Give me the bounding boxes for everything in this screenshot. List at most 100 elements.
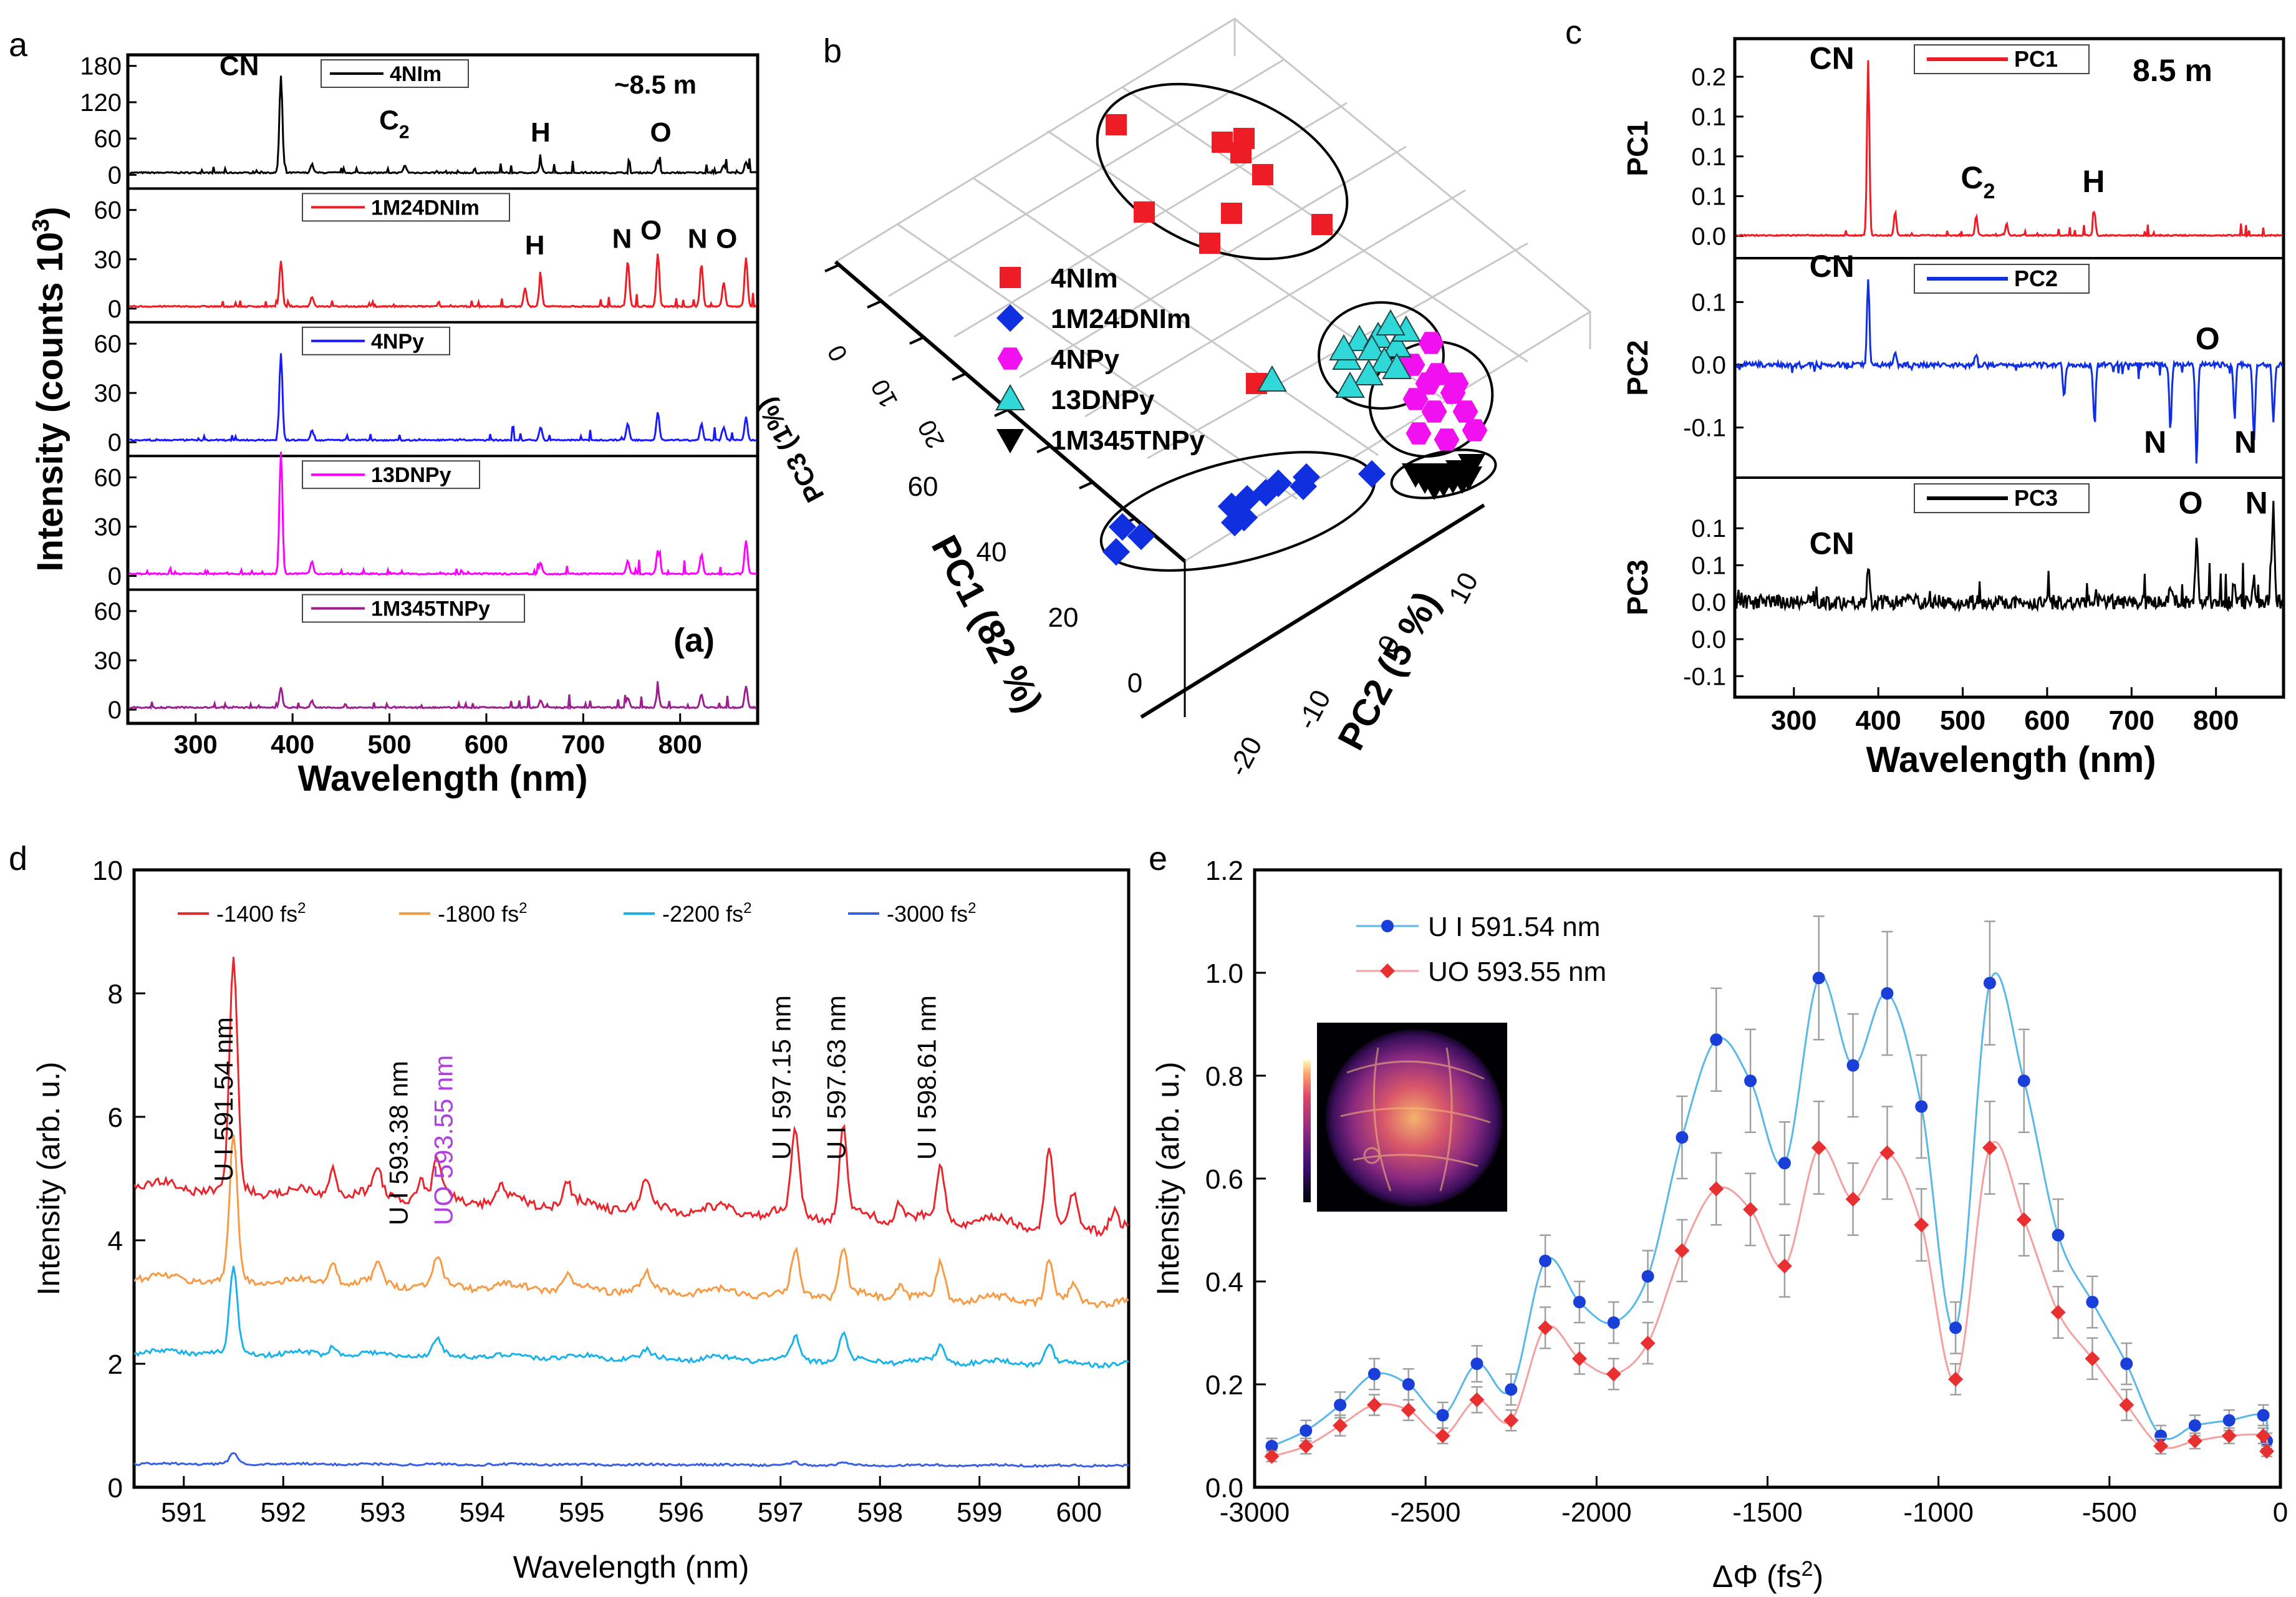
- panel-a-xtick-label: 600: [465, 730, 508, 759]
- panel-a-xtick-label: 800: [658, 730, 702, 759]
- pc1-tick-label: 0: [1127, 668, 1142, 698]
- scatter-point-1M24DNIm: [1230, 503, 1258, 532]
- scatter-point-4NPy: [1406, 422, 1432, 445]
- legend-label: PC2: [2014, 266, 2058, 291]
- panel-a-ytick-label: 120: [80, 89, 122, 117]
- panel-c-xtick-label: 300: [1771, 705, 1816, 736]
- data-point-U I 591.54 nm: [1539, 1255, 1552, 1267]
- data-point-UO 593.55 nm: [2085, 1351, 2100, 1366]
- scatter-point-13DNPy: [1329, 334, 1359, 360]
- pc3-tick-label: 0: [822, 340, 853, 365]
- cluster-ellipse-1m345tnpy: [1390, 448, 1497, 499]
- data-point-U I 591.54 nm: [1402, 1378, 1415, 1391]
- panel-label-d: d: [9, 840, 27, 877]
- scatter-point-4NPy: [1421, 400, 1447, 423]
- panel-e-ytick-label: 0.8: [1205, 1061, 1243, 1092]
- peak-annotation: CN: [1810, 526, 1855, 561]
- panel-a-xtick-label: 700: [561, 730, 605, 759]
- legend-marker-13DNPy: [995, 384, 1025, 410]
- data-point-U I 591.54 nm: [1607, 1316, 1620, 1329]
- panel-a-ytick-label: 0: [108, 563, 122, 591]
- line-annotation: U I 598.61 nm: [912, 995, 942, 1160]
- data-point-UO 593.55 nm: [1401, 1402, 1416, 1418]
- data-point-U I 591.54 nm: [2257, 1409, 2270, 1422]
- scatter-point-13DNPy: [1357, 334, 1387, 360]
- legend-label: 13DNPy: [371, 463, 451, 487]
- pca-box-grid: [834, 17, 1592, 717]
- panel-d-xtick-label: 591: [161, 1497, 206, 1528]
- panel-c-ytick-label: 0.0: [1691, 626, 1726, 654]
- panel-e-xtick-label: -2000: [1561, 1497, 1632, 1528]
- cluster-ellipse-4nim: [1096, 82, 1349, 261]
- panel-c-xtick-label: 700: [2109, 705, 2154, 736]
- panel-c-distance: 8.5 m: [2133, 53, 2212, 88]
- scatter-point-1M24DNIm: [1102, 538, 1131, 566]
- panel-e-intensity-vs-phase: -3000 -2500 -2000 -1500 -1000 -500 0 0.0 0.2 0.4 0…: [1150, 856, 2288, 1594]
- data-point-U I 591.54 nm: [1983, 977, 1996, 990]
- panel-d-xtick-label: 593: [360, 1497, 405, 1528]
- legend-label: -2200 fs2: [662, 900, 751, 927]
- data-point-U I 591.54 nm: [1505, 1383, 1518, 1396]
- panel-d-ytick-label: 10: [92, 856, 123, 886]
- data-point-U I 591.54 nm: [1915, 1100, 1928, 1113]
- scatter-point-1M24DNIm: [1108, 513, 1137, 541]
- peak-annotation: CN: [1810, 249, 1855, 284]
- panel-e-ylabel: Intensity (arb. u.): [1150, 1061, 1185, 1295]
- loading-PC2: [1736, 279, 2284, 464]
- scatter-point-13DNPy: [1354, 359, 1384, 385]
- panel-label-b: b: [823, 32, 842, 70]
- panel-e-xlabel: ΔΦ (fs2): [1712, 1557, 1823, 1594]
- panel-d-axes: 591 592 593 594 595 596 597 598 599 600 0 2 4 6 8 10: [92, 856, 1102, 1528]
- spectrum--3000 fs2: [134, 1452, 1129, 1469]
- legend-label-1M24DNIm: 1M24DNIm: [1051, 304, 1191, 334]
- data-point-UO 593.55 nm: [1777, 1258, 1792, 1274]
- panel-e-ytick-label: 1.0: [1205, 958, 1243, 989]
- scatter-point-4NPy: [1415, 372, 1441, 395]
- scatter-point-4NIm: [1252, 164, 1273, 185]
- panel-c-ylabel: PC2: [1621, 340, 1654, 395]
- panel-e-ytick-label: 0.2: [1205, 1370, 1243, 1401]
- inset-beam-profile: [1303, 1023, 1507, 1212]
- panel-c-ytick-label: 0.0: [1691, 589, 1726, 617]
- panel-c-ytick-label: 0.1: [1691, 552, 1726, 579]
- data-point-UO 593.55 nm: [2221, 1428, 2237, 1444]
- data-point-UO 593.55 nm: [1879, 1145, 1895, 1160]
- data-point-U I 591.54 nm: [1881, 987, 1894, 1000]
- line-annotation: U I 597.15 nm: [767, 995, 796, 1160]
- panel-a-xlabel: Wavelength (nm): [297, 758, 587, 799]
- legend-marker-1M24DNIm: [996, 304, 1025, 332]
- scatter-point-1M345TNPy: [1417, 463, 1445, 488]
- spectrum-4NPy: [129, 353, 757, 443]
- loading-PC1: [1736, 60, 2283, 238]
- data-point-UO 593.55 nm: [2016, 1212, 2032, 1227]
- peak-annotation: C2: [379, 105, 409, 143]
- panel-e-ytick-label: 0.4: [1205, 1267, 1243, 1298]
- panel-c-ytick-label: 0.1: [1691, 143, 1726, 171]
- scatter-point-4NPy: [1418, 332, 1444, 354]
- data-point-UO 593.55 nm: [1366, 1397, 1382, 1412]
- panel-c-x-axis: 300 400 500 600 700 800: [1771, 687, 2239, 736]
- data-point-U I 591.54 nm: [2086, 1296, 2099, 1308]
- data-point-UO 593.55 nm: [1845, 1192, 1861, 1207]
- spectrum-1M345TNPy: [129, 681, 757, 710]
- panel-c-frame: [1733, 37, 2285, 699]
- panel-c-xtick-label: 500: [1940, 705, 1985, 736]
- panel-c-ytick-label: -0.1: [1683, 415, 1726, 442]
- data-point-UO 593.55 nm: [1640, 1336, 1656, 1351]
- legend-label: PC1: [2014, 46, 2058, 72]
- data-point-UO 593.55 nm: [2153, 1439, 2169, 1454]
- data-point-UO 593.55 nm: [2259, 1444, 2275, 1459]
- legend-label: -1800 fs2: [438, 900, 527, 927]
- data-point-UO 593.55 nm: [1674, 1243, 1690, 1258]
- scatter-point-4NPy: [1434, 428, 1460, 451]
- scatter-point-4NIm: [1212, 132, 1233, 153]
- panel-a-ytick-label: 60: [94, 125, 122, 153]
- legend-label: UO 593.55 nm: [1428, 957, 1606, 987]
- panel-c-ytick-label: 0.1: [1691, 183, 1726, 211]
- peak-annotation: H: [525, 230, 545, 261]
- spectrum--1400 fs2: [134, 957, 1129, 1238]
- line-annotation: U I 597.63 nm: [821, 995, 851, 1160]
- peak-annotation: CN: [1810, 41, 1855, 75]
- scatter-point-13DNPy: [1257, 365, 1287, 392]
- pc2-axis-label: PC2 (5 %): [1329, 584, 1447, 756]
